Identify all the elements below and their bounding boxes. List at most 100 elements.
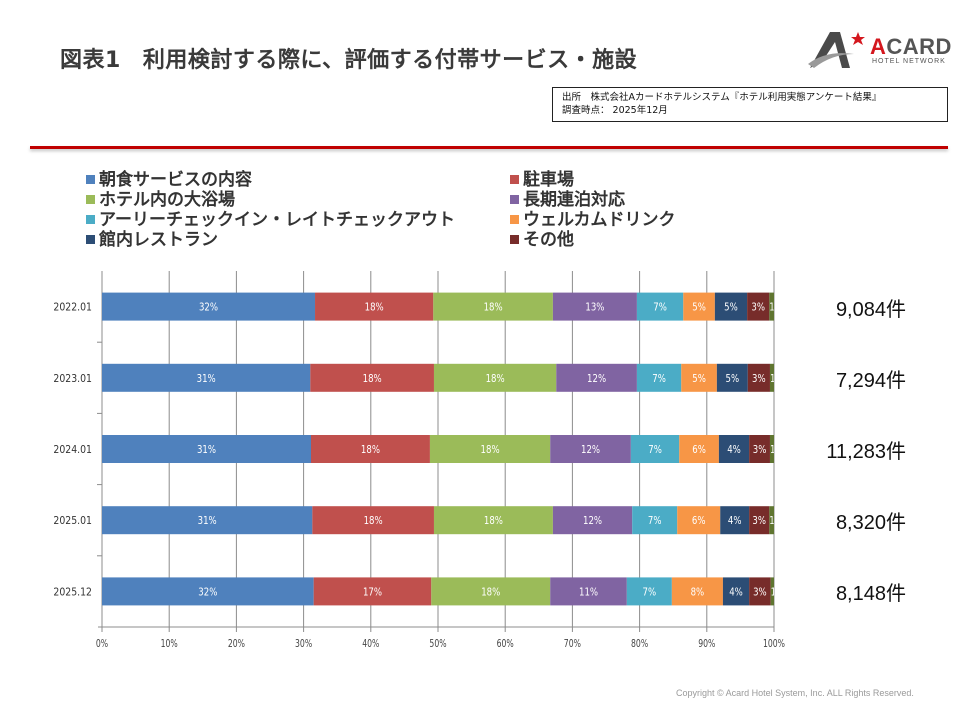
bar-segment	[683, 292, 715, 321]
x-tick-label: 80%	[631, 638, 648, 650]
data-label: 18%	[361, 444, 380, 456]
data-label: 32%	[198, 586, 217, 598]
data-label: 18%	[365, 302, 384, 314]
bar-segment	[636, 363, 682, 392]
legend-swatch	[510, 195, 519, 204]
bar-segment	[722, 577, 750, 606]
bar-segment	[770, 577, 774, 606]
data-label: 7%	[652, 373, 666, 385]
legend-item: ウェルカムドリンク	[510, 210, 676, 230]
copyright: Copyright © Acard Hotel System, Inc. ALL…	[676, 688, 914, 698]
a-star-logo-icon	[808, 32, 865, 68]
bar-segment	[636, 292, 684, 321]
logo-brand: ACARD	[870, 34, 952, 60]
legend-label: 駐車場	[523, 170, 574, 190]
x-tick-label: 90%	[698, 638, 715, 650]
data-label: 8%	[691, 586, 705, 598]
response-count: 7,294件	[835, 369, 906, 392]
x-tick-label: 10%	[161, 638, 178, 650]
legend-label: アーリーチェックイン・レイトチェックアウト	[99, 210, 455, 230]
bar-segment	[315, 292, 434, 321]
legend-swatch	[86, 235, 95, 244]
category-label: 2022.01	[53, 302, 92, 314]
legend-swatch	[86, 215, 95, 224]
data-label: 4%	[729, 586, 743, 598]
data-label: 12%	[583, 515, 602, 527]
bar-segment	[626, 577, 672, 606]
legend-item: 朝食サービスの内容	[86, 170, 252, 190]
bar-segment	[747, 363, 770, 392]
category-label: 2025.01	[53, 516, 92, 528]
legend-item: ホテル内の大浴場	[86, 190, 235, 210]
source-box: 出所 株式会社Aカードホテルシステム『ホテル利用実態アンケート結果』 調査時点：…	[552, 87, 948, 122]
bar-segment	[310, 435, 430, 463]
bar-segment	[552, 292, 637, 321]
bar-segment	[433, 292, 553, 321]
data-label: 18%	[363, 373, 382, 385]
bar-segment	[550, 577, 627, 606]
bar-segment	[630, 435, 680, 463]
data-label: 31%	[198, 515, 217, 527]
x-tick-label: 50%	[429, 638, 446, 650]
response-count: 9,084件	[835, 298, 906, 321]
legend-label: 館内レストラン	[99, 230, 218, 250]
data-label: 18%	[486, 373, 505, 385]
source-line: 出所 株式会社Aカードホテルシステム『ホテル利用実態アンケート結果』	[562, 92, 882, 103]
legend-label: その他	[523, 230, 574, 250]
bar-segment	[714, 292, 748, 321]
data-label: 3%	[753, 586, 767, 598]
legend-swatch	[510, 235, 519, 244]
data-label: 12%	[581, 444, 600, 456]
bar-segment	[310, 363, 434, 392]
x-tick-label: 0%	[96, 638, 108, 650]
legend-item: 長期連泊対応	[510, 190, 625, 210]
data-label: 3%	[752, 373, 766, 385]
bar-segment	[671, 577, 723, 606]
data-label: 3%	[753, 444, 767, 456]
data-label: 7%	[648, 444, 662, 456]
bar-segment	[433, 506, 553, 535]
data-label: 31%	[197, 373, 216, 385]
bar-segment	[681, 363, 717, 392]
data-label: 17%	[363, 586, 382, 598]
bar-segment	[312, 506, 434, 535]
x-tick-label: 70%	[564, 638, 581, 650]
bar-segment	[769, 435, 774, 463]
bar-segment	[769, 363, 774, 392]
category-label: 2025.12	[53, 587, 92, 599]
data-label: 18%	[481, 444, 500, 456]
x-tick-label: 40%	[362, 638, 379, 650]
x-tick-label: 100%	[763, 638, 785, 650]
bar-segment	[716, 363, 748, 392]
bar-segment	[102, 506, 313, 535]
logo-brand-rest: CARD	[886, 34, 952, 59]
data-label: 18%	[484, 515, 503, 527]
data-label: 4%	[728, 515, 742, 527]
data-label: 1%	[771, 586, 785, 598]
data-label: 31%	[197, 444, 216, 456]
bar-segment	[102, 435, 311, 463]
data-label: 11%	[579, 586, 598, 598]
legend-swatch	[510, 175, 519, 184]
figure-number: 図表1	[60, 48, 121, 73]
bar-segment	[429, 435, 551, 463]
bar-segment	[102, 292, 316, 321]
x-tick-label: 20%	[228, 638, 245, 650]
acard-logo: ACARD HOTEL NETWORK	[806, 28, 951, 70]
data-label: 18%	[484, 302, 503, 314]
data-label: 4%	[727, 444, 741, 456]
bar-segment	[747, 292, 770, 321]
x-tick-label: 30%	[295, 638, 312, 650]
survey-date-line: 調査時点： 2025年12月	[562, 105, 668, 116]
logo-brand-a: A	[870, 34, 887, 59]
data-label: 5%	[692, 302, 706, 314]
x-tick-label: 60%	[497, 638, 514, 650]
data-label: 3%	[751, 302, 765, 314]
category-label: 2023.01	[53, 373, 92, 385]
legend-swatch	[86, 175, 95, 184]
data-label: 18%	[481, 586, 500, 598]
data-label: 1%	[769, 302, 783, 314]
divider-line	[30, 146, 948, 149]
data-label: 1%	[770, 373, 784, 385]
bar-segment	[718, 435, 750, 463]
